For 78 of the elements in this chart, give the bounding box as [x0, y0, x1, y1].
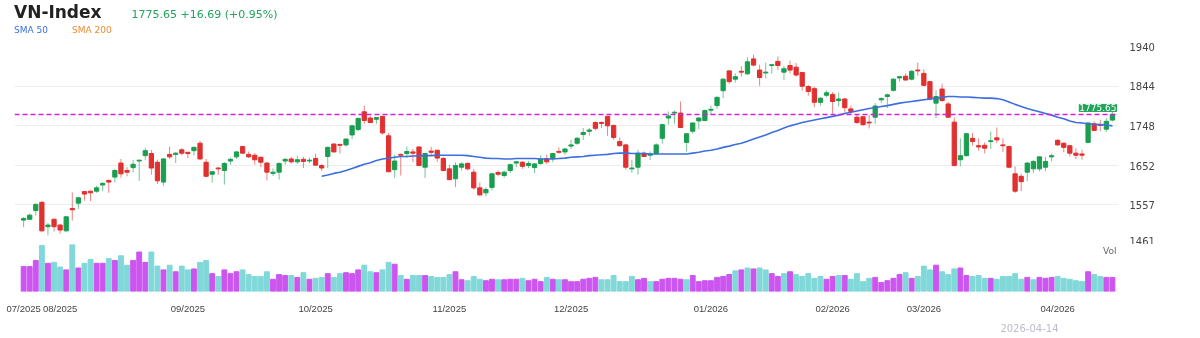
chart-title: VN-Index	[14, 2, 102, 22]
bar	[555, 279, 562, 292]
bar	[908, 277, 915, 292]
bar	[373, 272, 380, 292]
candlestick	[738, 65, 744, 78]
x-tick-label: 09/2025	[170, 302, 206, 314]
bar	[300, 272, 307, 292]
bar	[38, 244, 45, 292]
bar	[902, 272, 909, 292]
bar	[744, 267, 751, 292]
y-tick-label: 1461	[1129, 235, 1155, 247]
y-tick-label: 1652	[1129, 160, 1155, 172]
x-tick-label: 07/2025	[6, 302, 41, 314]
bar	[750, 268, 757, 292]
bar	[543, 276, 550, 292]
bar	[215, 275, 222, 292]
candlestick	[45, 222, 51, 236]
candlestick	[1000, 137, 1006, 153]
bar	[1024, 276, 1031, 292]
candlestick	[130, 159, 136, 173]
y-tick-label: 1748	[1129, 120, 1155, 132]
bar	[397, 275, 404, 292]
bar	[495, 279, 501, 292]
bar	[172, 271, 179, 292]
x-tick-label: 08/2025	[42, 302, 78, 314]
bar	[105, 258, 112, 292]
candlestick	[556, 146, 562, 155]
bar	[63, 269, 70, 292]
bar	[45, 262, 51, 292]
bar	[111, 259, 118, 292]
bar	[75, 267, 82, 292]
candlestick	[483, 186, 489, 198]
candlestick	[191, 146, 197, 157]
bar	[306, 278, 313, 292]
bar	[933, 264, 939, 292]
x-tick-label: 02/2026	[815, 302, 850, 314]
bar	[288, 275, 295, 292]
text: SMA 50	[14, 25, 48, 35]
y-tick-label: 1940	[1129, 41, 1155, 53]
x-tick-label: 11/2025	[432, 302, 467, 314]
y-tick-label: 1557	[1129, 199, 1155, 211]
bar	[738, 269, 745, 292]
bar	[1085, 271, 1092, 292]
chart-subtitle: 1775.65 +16.69 (+0.95%)	[131, 8, 278, 21]
bar	[787, 271, 793, 292]
x-tick-label: 12/2025	[553, 302, 589, 314]
ref-line-label: 1775.65	[1079, 103, 1117, 114]
candlestick	[781, 65, 787, 81]
bar	[209, 273, 216, 292]
x-tick-label: 04/2026	[1040, 302, 1075, 314]
y-axis-title: Vol	[1103, 245, 1117, 256]
bar	[781, 273, 787, 292]
candlestick	[775, 55, 781, 71]
x-tick-label: 01/2026	[693, 302, 729, 314]
bar	[647, 281, 654, 292]
bar	[160, 269, 167, 292]
x-tick-label: 10/2025	[298, 302, 333, 314]
text: 2026-04-14	[1000, 322, 1059, 334]
bar	[191, 268, 197, 292]
bar	[324, 273, 331, 292]
legend-label: SMA 200	[71, 25, 112, 35]
bar	[683, 279, 690, 292]
x-tick-label: 03/2026	[906, 302, 942, 314]
bar	[549, 278, 556, 292]
candlestick	[568, 139, 574, 150]
bar	[403, 278, 410, 292]
bar	[391, 263, 398, 292]
bar	[294, 276, 301, 292]
bar	[166, 264, 173, 292]
bar	[835, 275, 842, 292]
bar	[422, 275, 429, 292]
bar	[1030, 279, 1037, 292]
bar	[987, 277, 994, 292]
bar	[519, 277, 526, 292]
bar	[841, 275, 848, 292]
bar	[732, 270, 739, 292]
y-tick-label: 1844	[1129, 81, 1155, 93]
bar	[69, 244, 76, 292]
